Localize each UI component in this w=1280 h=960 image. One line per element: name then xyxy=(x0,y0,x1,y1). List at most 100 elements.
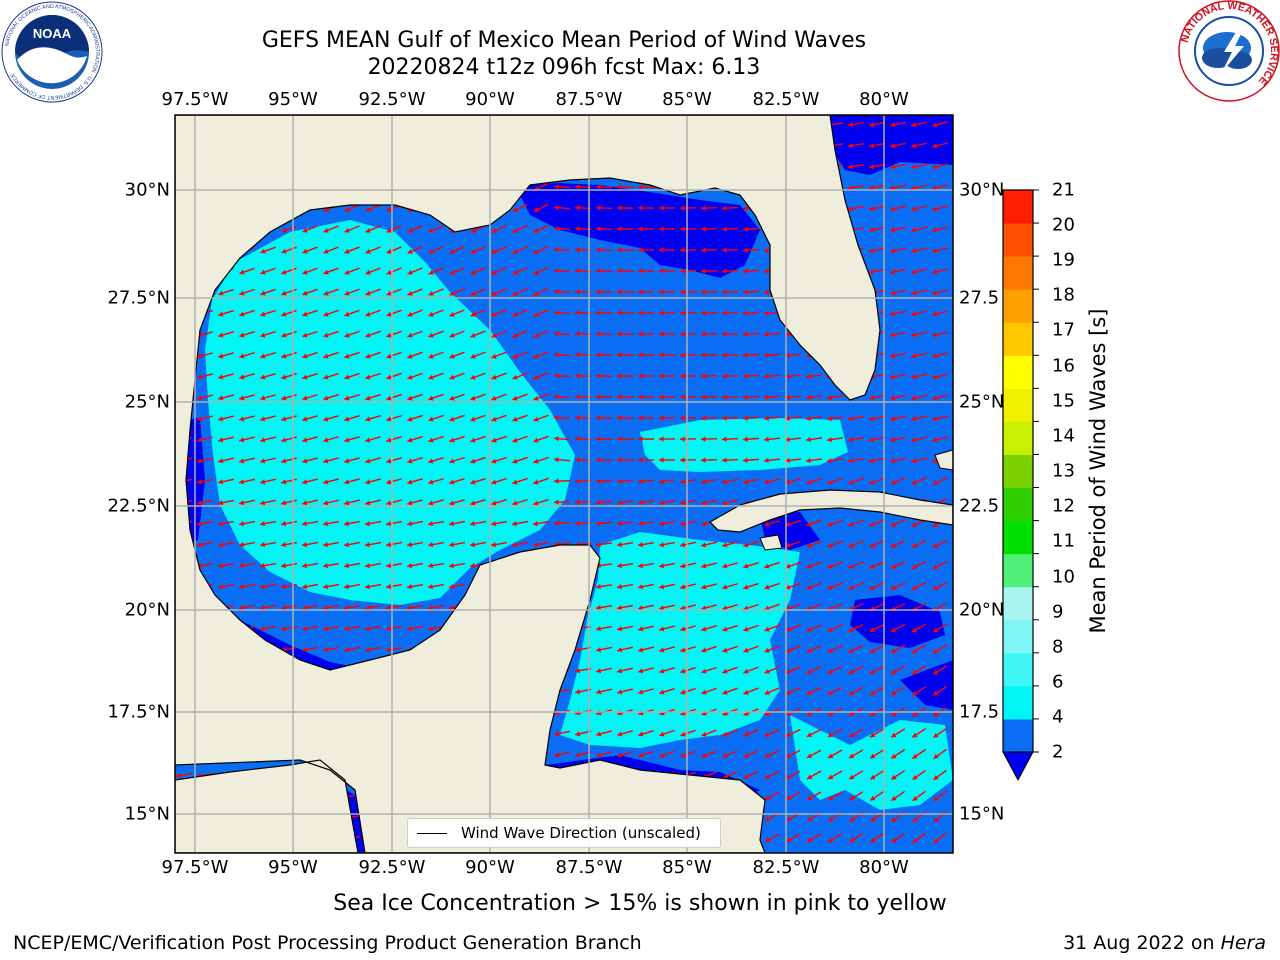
wave-direction-arrow xyxy=(890,686,906,696)
wave-direction-arrow xyxy=(869,623,885,633)
wave-direction-arrow xyxy=(616,352,634,358)
wave-direction-arrow xyxy=(280,541,298,548)
wave-direction-arrow xyxy=(491,456,507,464)
wave-direction-arrow xyxy=(280,562,298,569)
wave-direction-arrow xyxy=(175,772,193,779)
wave-direction-arrow xyxy=(911,121,927,128)
wave-direction-arrow xyxy=(239,288,255,296)
wave-direction-arrow xyxy=(217,583,235,590)
wave-direction-arrow xyxy=(553,205,571,211)
lon-tick-bottom: 95°W xyxy=(268,857,318,878)
wave-direction-arrow xyxy=(554,751,570,758)
wave-direction-arrow xyxy=(701,645,717,653)
wave-direction-arrow xyxy=(637,478,655,485)
wave-direction-arrow xyxy=(386,288,402,296)
wave-direction-arrow xyxy=(869,268,885,275)
wave-direction-arrow xyxy=(637,457,655,463)
wave-direction-arrow xyxy=(659,583,675,590)
wave-direction-arrow xyxy=(658,331,676,337)
wave-direction-arrow xyxy=(658,352,676,358)
wave-direction-arrow xyxy=(890,749,906,759)
wave-direction-arrow xyxy=(616,331,634,337)
wave-direction-arrow xyxy=(406,625,424,632)
wave-direction-arrow xyxy=(491,435,507,443)
wave-direction-arrow xyxy=(932,436,948,443)
wave-direction-arrow xyxy=(595,247,613,253)
wave-direction-arrow xyxy=(890,394,906,401)
wave-direction-arrow xyxy=(784,352,802,358)
wave-direction-arrow xyxy=(449,288,465,296)
lon-tick-top: 92.5°W xyxy=(358,89,426,110)
wave-direction-arrow xyxy=(406,562,424,569)
wave-direction-arrow xyxy=(659,625,675,632)
wave-direction-arrow xyxy=(700,394,718,400)
wave-direction-arrow xyxy=(595,373,613,379)
wave-direction-arrow xyxy=(238,520,256,527)
wave-direction-arrow xyxy=(659,541,675,548)
wave-direction-arrow xyxy=(933,748,947,760)
wave-direction-arrow xyxy=(806,519,822,527)
wave-direction-arrow xyxy=(616,520,634,527)
wave-direction-arrow xyxy=(616,541,634,548)
wave-direction-arrow xyxy=(890,331,906,338)
wave-direction-arrow xyxy=(743,624,759,632)
wave-direction-arrow xyxy=(533,203,549,213)
wave-direction-arrow xyxy=(302,267,318,275)
wave-direction-arrow xyxy=(512,372,528,380)
wave-direction-arrow xyxy=(343,562,361,569)
wave-direction-arrow xyxy=(553,436,571,442)
wave-direction-arrow xyxy=(449,456,465,464)
wave-direction-arrow xyxy=(805,394,823,401)
wave-direction-arrow xyxy=(617,604,633,611)
lat-tick-right: 27.5 xyxy=(959,287,1000,309)
wave-direction-arrow xyxy=(533,435,549,443)
wave-direction-arrow xyxy=(932,477,948,485)
wave-direction-arrow xyxy=(617,625,633,632)
wave-direction-arrow xyxy=(890,519,906,527)
wave-direction-arrow xyxy=(575,730,591,737)
wave-direction-arrow xyxy=(344,267,360,275)
wave-direction-arrow xyxy=(595,604,613,611)
wave-direction-arrow xyxy=(302,351,318,359)
wave-direction-arrow xyxy=(259,604,277,611)
wave-direction-arrow xyxy=(406,583,424,590)
wave-direction-arrow xyxy=(743,645,759,653)
wave-direction-arrow xyxy=(932,644,948,654)
wave-direction-arrow xyxy=(722,729,738,737)
wave-direction-arrow xyxy=(679,247,697,253)
wave-direction-arrow xyxy=(343,625,361,632)
wave-direction-arrow xyxy=(848,665,864,675)
wave-direction-arrow xyxy=(742,394,760,400)
wave-direction-arrow xyxy=(364,541,382,548)
wave-direction-arrow xyxy=(806,582,822,590)
wave-direction-arrow xyxy=(742,268,760,274)
wave-direction-arrow xyxy=(281,330,297,338)
wave-direction-arrow xyxy=(470,372,486,380)
wave-direction-arrow xyxy=(912,769,926,781)
wave-direction-arrow xyxy=(428,478,444,485)
wave-direction-arrow xyxy=(722,583,738,590)
wave-direction-arrow xyxy=(911,623,927,633)
wave-direction-arrow xyxy=(323,267,339,275)
wave-direction-arrow xyxy=(595,352,613,358)
wave-direction-arrow xyxy=(386,393,402,401)
wave-direction-arrow xyxy=(533,224,549,234)
wave-direction-arrow xyxy=(764,833,780,843)
wave-direction-arrow xyxy=(428,393,444,401)
wave-direction-arrow xyxy=(386,267,402,275)
wave-direction-arrow xyxy=(637,499,655,506)
wave-direction-arrow xyxy=(785,624,801,632)
wave-direction-arrow xyxy=(932,623,948,633)
wave-direction-arrow xyxy=(700,436,718,442)
wave-direction-arrow xyxy=(260,352,276,359)
wave-direction-arrow xyxy=(700,373,718,379)
wave-direction-arrow xyxy=(260,373,276,380)
wave-direction-arrow xyxy=(512,309,528,317)
wave-direction-arrow xyxy=(827,561,843,569)
wave-direction-arrow xyxy=(722,750,738,758)
footer-date-text: 31 Aug 2022 on xyxy=(1063,932,1221,954)
map-frame xyxy=(174,114,954,854)
wave-direction-arrow xyxy=(932,373,948,380)
wave-direction-arrow xyxy=(826,415,844,422)
wave-direction-arrow xyxy=(344,330,360,338)
